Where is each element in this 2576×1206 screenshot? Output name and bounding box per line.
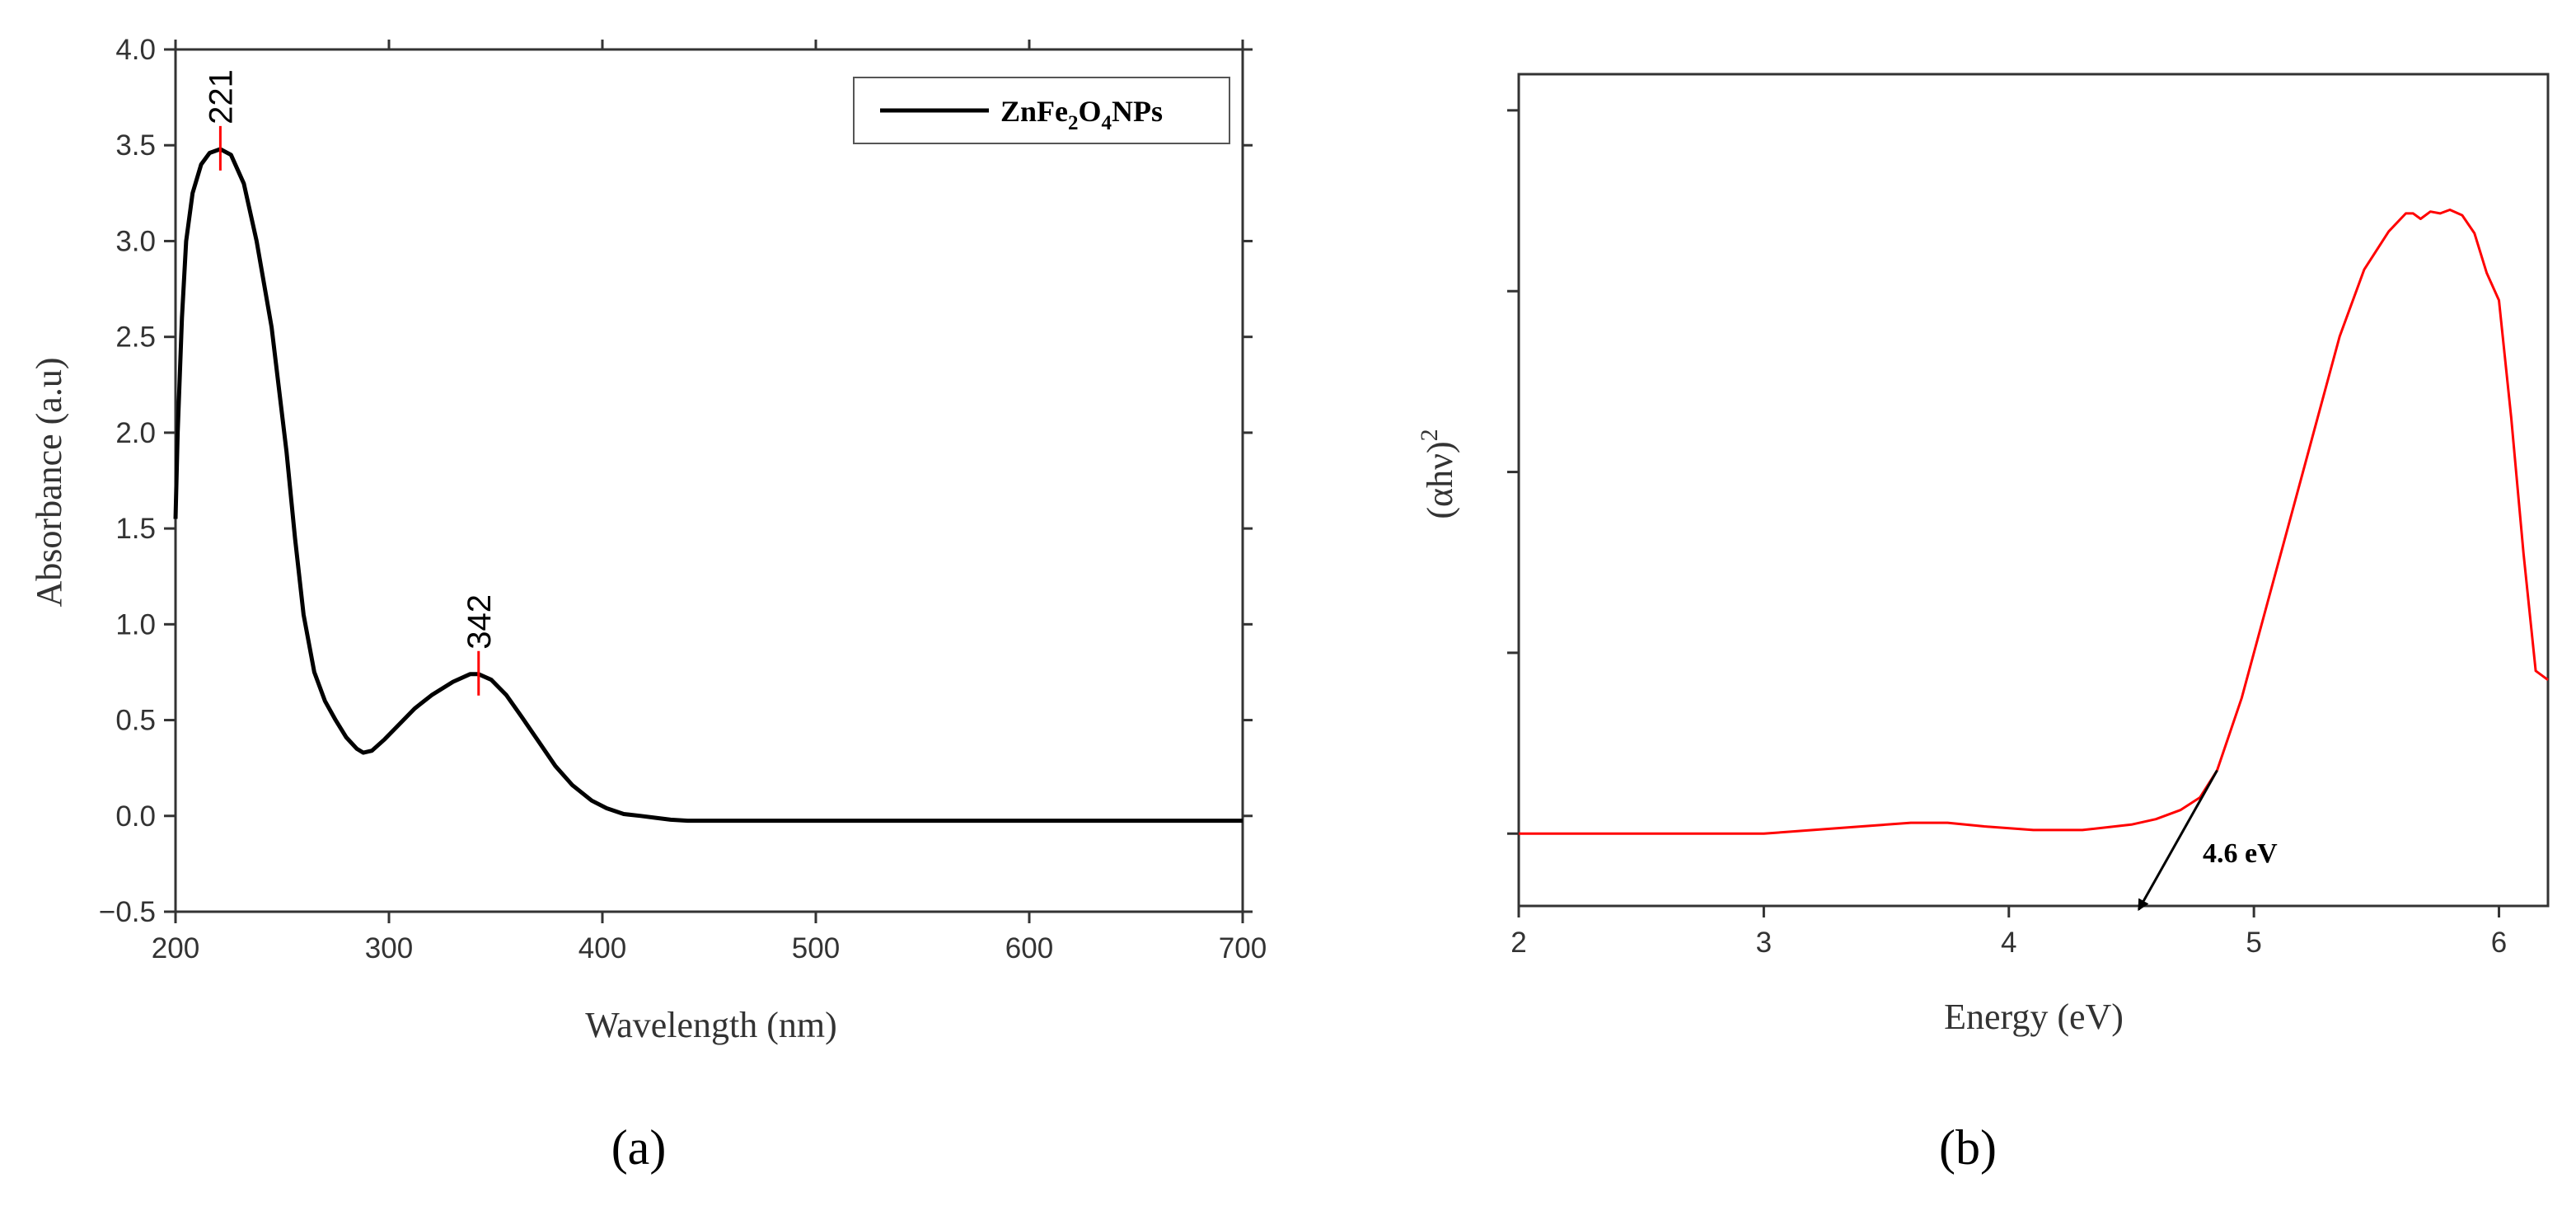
x-tick-label: 5	[2246, 927, 2261, 959]
panel-a-y-axis-title: Absorbance (a.u)	[29, 358, 69, 608]
y-tick-label: 0.5	[115, 705, 156, 737]
x-tick-label: 500	[792, 932, 840, 964]
panel-a-legend: ZnFe2O4NPs	[853, 77, 1230, 144]
peak-label: 221	[203, 69, 239, 124]
panel-a-x-axis-title: Wavelength (nm)	[585, 1005, 837, 1045]
panel-b-x-axis-title: Energy (eV)	[1944, 997, 2124, 1037]
x-tick-label: 4	[2001, 927, 2016, 959]
x-tick-label: 2	[1510, 927, 1526, 959]
panel-b-ticks: 2 3 4 5 6	[1507, 109, 2507, 959]
y-tick-label: 2.0	[115, 417, 156, 449]
x-tick-label: 6	[2491, 927, 2507, 959]
panel-b-plot-frame	[1517, 73, 2550, 908]
series-line-absorbance	[173, 147, 1243, 824]
x-tick-label: 300	[365, 932, 413, 964]
x-tick-label: 600	[1005, 932, 1053, 964]
panel-a-ticks: 200 300 400 500 600 700 −0.5 0.0 0.5 1.0 1.5 2.0 2.5…	[99, 34, 1267, 964]
panel-a-chart: 200 300 400 500 600 700 −0.5 0.0 0.5 1.0 1.5 2.0 2.5…	[29, 34, 1267, 1175]
x-tick-label: 700	[1219, 932, 1267, 964]
x-tick-label: 200	[152, 932, 199, 964]
panel-b-series	[1519, 209, 2549, 835]
y-tick-label: 4.0	[115, 34, 156, 66]
bandgap-arrow	[2138, 769, 2218, 912]
y-tick-label: 0.0	[115, 800, 156, 833]
series-line-tauc	[1519, 209, 2549, 835]
y-tick-label: 1.5	[115, 513, 156, 545]
panel-a-series	[173, 147, 1243, 824]
panel-a-label: (a)	[611, 1120, 667, 1175]
y-tick-label: 3.5	[115, 129, 156, 162]
x-tick-label: 400	[578, 932, 626, 964]
y-tick-label: 3.0	[115, 225, 156, 257]
panel-a-peak-annotations: 221 342	[203, 69, 498, 696]
y-tick-label: −0.5	[99, 896, 156, 928]
panel-a-plot-frame	[174, 48, 1244, 913]
panel-b-y-axis-title: (αhν)2	[1416, 429, 1460, 519]
y-tick-label: 1.0	[115, 608, 156, 641]
bandgap-label: 4.6 eV	[2203, 838, 2278, 869]
x-tick-label: 3	[1756, 927, 1772, 959]
peak-label: 342	[461, 594, 498, 650]
panel-b-bandgap-annotation: 4.6 eV	[2138, 769, 2278, 912]
panel-b-chart: 2 3 4 5 6 4.6 eV Energy (eV) (αhν)2 (b)	[1416, 73, 2550, 1175]
panel-b-label: (b)	[1939, 1120, 1997, 1175]
legend-label: ZnFe2O4NPs	[1000, 95, 1163, 134]
y-tick-label: 2.5	[115, 321, 156, 354]
